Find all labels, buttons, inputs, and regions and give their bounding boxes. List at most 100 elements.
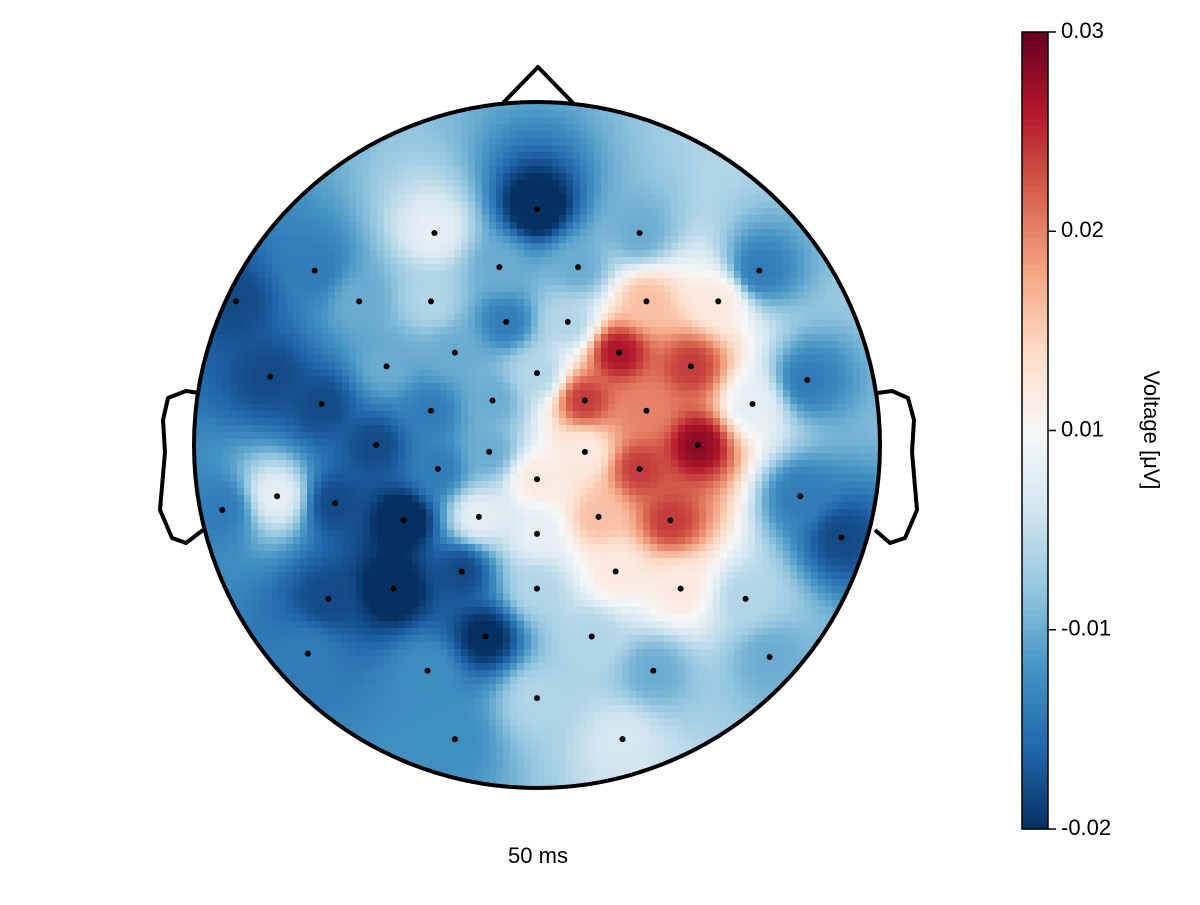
heatmap-cell bbox=[342, 306, 350, 314]
heatmap-cell bbox=[391, 327, 399, 335]
heatmap-cell bbox=[398, 376, 406, 384]
heatmap-cell bbox=[251, 334, 259, 342]
heatmap-cell bbox=[559, 376, 567, 384]
heatmap-cell bbox=[797, 285, 805, 293]
heatmap-cell bbox=[391, 320, 399, 328]
heatmap-cell bbox=[692, 173, 700, 181]
heatmap-cell bbox=[342, 460, 350, 468]
heatmap-cell bbox=[692, 467, 700, 475]
heatmap-cell bbox=[237, 425, 245, 433]
heatmap-cell bbox=[762, 208, 770, 216]
heatmap-cell bbox=[524, 383, 532, 391]
heatmap-cell bbox=[468, 306, 476, 314]
heatmap-cell bbox=[643, 278, 651, 286]
heatmap-cell bbox=[832, 467, 840, 475]
heatmap-cell bbox=[755, 488, 763, 496]
heatmap-cell bbox=[363, 208, 371, 216]
heatmap-cell bbox=[377, 390, 385, 398]
heatmap-cell bbox=[482, 446, 490, 454]
heatmap-cell bbox=[454, 180, 462, 188]
heatmap-cell bbox=[741, 194, 749, 202]
heatmap-cell bbox=[482, 362, 490, 370]
heatmap-cell bbox=[685, 488, 693, 496]
heatmap-cell bbox=[363, 306, 371, 314]
heatmap-cell bbox=[713, 411, 721, 419]
heatmap-cell bbox=[321, 285, 329, 293]
heatmap-cell bbox=[321, 180, 329, 188]
heatmap-cell bbox=[489, 313, 497, 321]
heatmap-cell bbox=[615, 152, 623, 160]
heatmap-cell bbox=[692, 145, 700, 153]
heatmap-cell bbox=[811, 404, 819, 412]
heatmap-cell bbox=[874, 467, 879, 475]
heatmap-cell bbox=[797, 432, 805, 440]
heatmap-cell bbox=[790, 313, 798, 321]
heatmap-cell bbox=[258, 502, 266, 510]
heatmap-cell bbox=[657, 432, 665, 440]
heatmap-cell bbox=[517, 243, 525, 251]
heatmap-cell bbox=[223, 418, 231, 426]
heatmap-cell bbox=[790, 453, 798, 461]
heatmap-cell bbox=[454, 474, 462, 482]
heatmap-cell bbox=[769, 467, 777, 475]
heatmap-cell bbox=[342, 292, 350, 300]
heatmap-cell bbox=[293, 362, 301, 370]
heatmap-cell bbox=[636, 334, 644, 342]
heatmap-cell bbox=[433, 341, 441, 349]
heatmap-cell bbox=[412, 271, 420, 279]
heatmap-cell bbox=[678, 208, 686, 216]
heatmap-cell bbox=[209, 397, 217, 405]
heatmap-cell bbox=[748, 495, 756, 503]
heatmap-cell bbox=[643, 173, 651, 181]
heatmap-cell bbox=[384, 502, 392, 510]
heatmap-cell bbox=[356, 166, 364, 174]
heatmap-cell bbox=[685, 271, 693, 279]
heatmap-cell bbox=[811, 425, 819, 433]
heatmap-cell bbox=[461, 159, 469, 167]
heatmap-cell bbox=[258, 264, 266, 272]
heatmap-cell bbox=[650, 397, 658, 405]
heatmap-cell bbox=[797, 271, 805, 279]
heatmap-cell bbox=[223, 509, 231, 517]
heatmap-cell bbox=[328, 236, 336, 244]
heatmap-cell bbox=[496, 362, 504, 370]
heatmap-cell bbox=[454, 138, 462, 146]
heatmap-cell bbox=[293, 320, 301, 328]
heatmap-cell bbox=[776, 278, 784, 286]
heatmap-cell bbox=[797, 474, 805, 482]
heatmap-cell bbox=[545, 509, 553, 517]
heatmap-cell bbox=[251, 390, 259, 398]
heatmap-cell bbox=[629, 208, 637, 216]
heatmap-cell bbox=[594, 194, 602, 202]
heatmap-cell bbox=[496, 411, 504, 419]
heatmap-cell bbox=[573, 159, 581, 167]
heatmap-cell bbox=[741, 439, 749, 447]
heatmap-cell bbox=[608, 460, 616, 468]
heatmap-cell bbox=[825, 320, 833, 328]
heatmap-cell bbox=[272, 313, 280, 321]
heatmap-cell bbox=[622, 432, 630, 440]
heatmap-cell bbox=[685, 222, 693, 230]
heatmap-cell bbox=[230, 432, 238, 440]
heatmap-cell bbox=[692, 236, 700, 244]
heatmap-cell bbox=[839, 404, 847, 412]
heatmap-cell bbox=[496, 208, 504, 216]
heatmap-cell bbox=[517, 292, 525, 300]
heatmap-cell bbox=[419, 320, 427, 328]
heatmap-cell bbox=[321, 474, 329, 482]
heatmap-cell bbox=[867, 411, 875, 419]
heatmap-cell bbox=[629, 467, 637, 475]
heatmap-cell bbox=[615, 243, 623, 251]
heatmap-cell bbox=[790, 502, 798, 510]
heatmap-cell bbox=[454, 117, 462, 125]
heatmap-cell bbox=[580, 474, 588, 482]
heatmap-cell bbox=[230, 495, 238, 503]
heatmap-cell bbox=[552, 432, 560, 440]
heatmap-cell bbox=[496, 390, 504, 398]
heatmap-cell bbox=[391, 215, 399, 223]
heatmap-cell bbox=[713, 397, 721, 405]
heatmap-cell bbox=[622, 299, 630, 307]
heatmap-cell bbox=[482, 180, 490, 188]
heatmap-cell bbox=[482, 187, 490, 195]
heatmap-cell bbox=[839, 355, 847, 363]
